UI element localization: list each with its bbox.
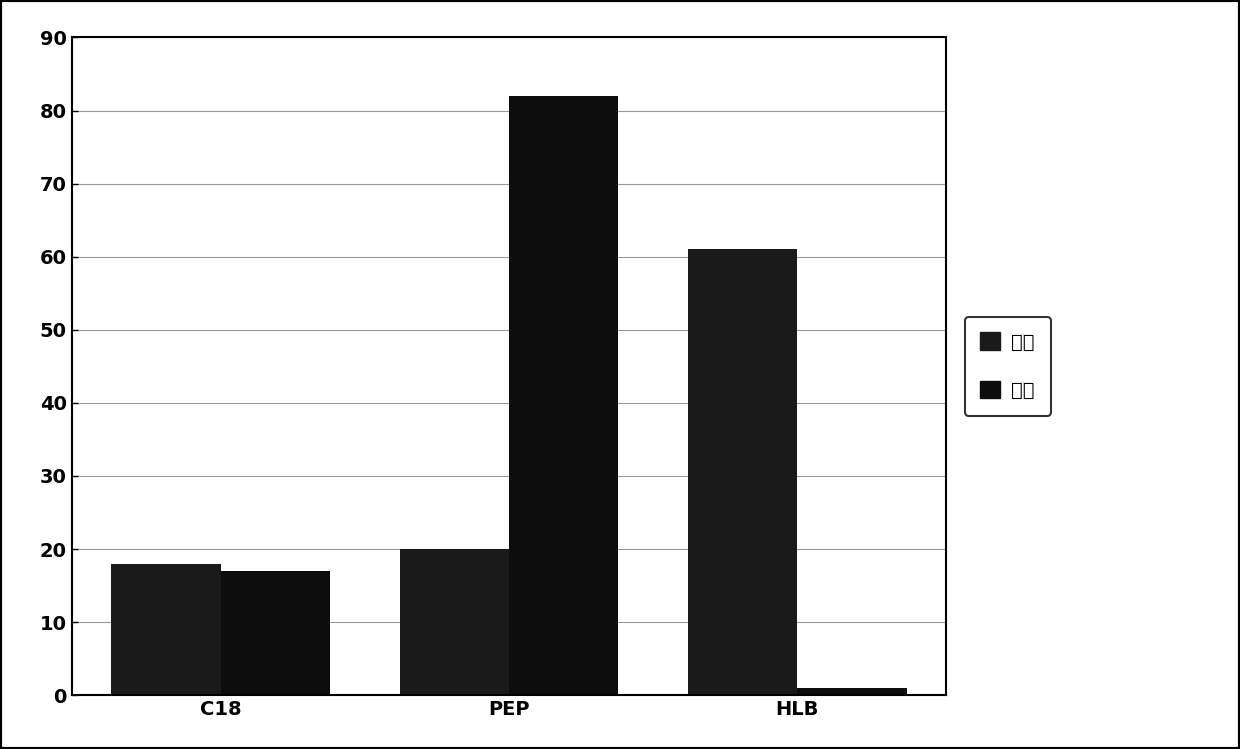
- Bar: [399, 549, 508, 695]
- Legend: 毒物, 药物: 毒物, 药物: [965, 317, 1050, 416]
- Bar: [797, 688, 906, 695]
- Bar: [688, 249, 797, 695]
- Bar: [112, 564, 221, 695]
- Bar: [508, 96, 619, 695]
- Bar: [221, 571, 330, 695]
